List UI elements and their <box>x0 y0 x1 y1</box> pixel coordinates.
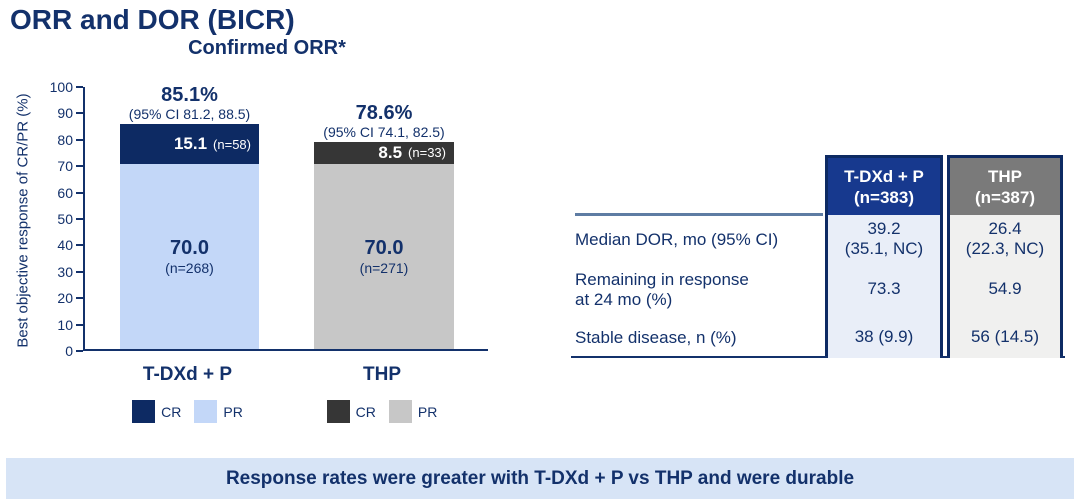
plot-area: 85.1% (95% CI 81.2, 88.5) 15.1 (n=58) 70.0 (n… <box>83 84 488 351</box>
legend-label: CR <box>161 403 182 420</box>
y-tick-30: 30 <box>38 263 83 281</box>
y-tick-mark <box>76 244 83 247</box>
legend-entry-cr: CR <box>132 400 181 423</box>
page-title: ORR and DOR (BICR) <box>10 4 295 35</box>
y-tick-label: 0 <box>65 343 73 359</box>
segment-cr: 15.1 (n=58) <box>120 124 259 165</box>
y-tick-90: 90 <box>38 104 83 122</box>
y-tick-label: 40 <box>57 237 73 254</box>
legend-swatch-pr <box>194 400 218 423</box>
y-tick-100: 100 <box>38 78 83 96</box>
table-label-column: Median DOR, mo (95% CI) Remaining in resp… <box>575 213 823 359</box>
y-axis-label: Best objective response of CR/PR (%) <box>14 93 32 348</box>
dor-table: Median DOR, mo (95% CI) Remaining in resp… <box>571 155 1065 359</box>
y-axis: 0 10 20 30 40 50 60 70 80 90 100 <box>38 79 83 359</box>
legend-entry-cr: CR <box>326 400 376 423</box>
y-tick-20: 20 <box>38 289 83 307</box>
table-cell: 39.2 (35.1, NC) <box>828 215 940 263</box>
y-tick-mark <box>76 165 83 168</box>
legend-group-t-dxd-p: CR PR <box>108 400 267 423</box>
legend-swatch-cr <box>132 400 156 423</box>
segment-value: 15.1 <box>173 134 208 154</box>
y-tick-80: 80 <box>38 131 83 149</box>
y-tick-70: 70 <box>38 157 83 175</box>
orr-percentage: 85.1% <box>161 84 218 107</box>
orr-confidence-interval: (95% CI 81.2, 88.5) <box>128 106 251 123</box>
table-cell: 54.9 <box>950 263 1060 315</box>
table-bottom-rule <box>571 356 1065 358</box>
legend-entry-pr: PR <box>388 400 438 423</box>
category-label-thp: THP <box>363 364 401 385</box>
table-cell: 56 (14.5) <box>950 315 1060 358</box>
y-tick-label: 10 <box>57 316 73 333</box>
y-tick-50: 50 <box>38 210 83 228</box>
y-tick-mark <box>76 218 83 220</box>
table-column-0: T-DXd + P (n=383) 39.2 (35.1, NC) 73.3 38 (… <box>825 155 943 358</box>
y-tick-label: 100 <box>49 79 73 95</box>
y-tick-mark <box>76 350 83 352</box>
y-tick-mark <box>76 297 83 300</box>
y-tick-0: 0 <box>38 342 83 360</box>
bar-t-dxd-p: 85.1% (95% CI 81.2, 88.5) 15.1 (n=58) 70.0 (n… <box>120 84 259 349</box>
y-tick-label: 50 <box>57 211 73 227</box>
legend-label: PR <box>223 403 243 420</box>
table-row-label: Median DOR, mo (95% CI) <box>575 230 779 249</box>
segment-pr: 70.0 (n=268) <box>120 164 259 349</box>
y-tick-label: 20 <box>57 290 73 307</box>
legend-swatch-pr <box>388 400 412 423</box>
segment-n: (n=58) <box>213 136 251 152</box>
takeaway-banner: Response rates were greater with T-DXd +… <box>6 458 1074 499</box>
legend-label: PR <box>417 403 438 420</box>
table-row-label: Stable disease, n (%) <box>575 327 737 347</box>
segment-n: (n=271) <box>359 259 409 276</box>
category-label-t-dxd-p: T-DXd + P <box>142 364 233 385</box>
table-cell: 26.4 (22.3, NC) <box>950 215 1060 263</box>
legend-entry-pr: PR <box>194 400 243 423</box>
y-tick-label: 70 <box>57 158 73 175</box>
y-tick-40: 40 <box>38 236 83 254</box>
table-cell: 38 (9.9) <box>828 315 940 358</box>
y-tick-label: 80 <box>57 131 73 148</box>
y-tick-label: 30 <box>57 263 73 280</box>
legend-label: CR <box>355 403 376 420</box>
y-tick-mark <box>76 323 83 326</box>
y-tick-mark <box>76 270 83 273</box>
takeaway-text: Response rates were greater with T-DXd +… <box>225 467 855 489</box>
y-tick-label: 90 <box>57 105 73 122</box>
segment-n: (n=268) <box>165 259 214 276</box>
segment-cr: 8.5 (n=33) <box>314 141 454 165</box>
table-column-header: T-DXd + P (n=383) <box>828 158 940 215</box>
table-row-label: Remaining in response at 24 mo (%) <box>575 270 749 309</box>
segment-value: 70.0 <box>170 236 209 259</box>
legend-swatch-cr <box>326 400 350 423</box>
segment-value: 70.0 <box>364 236 404 259</box>
bar-total-label: 85.1% (95% CI 81.2, 88.5) <box>70 84 310 124</box>
y-tick-mark <box>76 191 83 194</box>
y-tick-label: 60 <box>57 184 73 201</box>
legend-group-thp: CR PR <box>302 400 462 423</box>
segment-n: (n=33) <box>408 145 446 161</box>
y-tick-mark <box>76 138 83 141</box>
chart-title: Confirmed ORR* <box>188 37 346 59</box>
table-column-1: THP (n=387) 26.4 (22.3, NC) 54.9 56 (14.5) <box>947 155 1063 358</box>
orr-confidence-interval: (95% CI 74.1, 82.5) <box>323 123 445 140</box>
table-cell: 73.3 <box>828 263 940 315</box>
y-tick-mark <box>76 112 83 115</box>
y-tick-mark <box>76 86 83 88</box>
bar-total-label: 78.6% (95% CI 74.1, 82.5) <box>264 102 504 142</box>
y-tick-60: 60 <box>38 184 83 202</box>
orr-percentage: 78.6% <box>355 101 413 124</box>
bar-thp: 78.6% (95% CI 74.1, 82.5) 8.5 (n=33) 70.0 (n=… <box>314 102 454 349</box>
table-column-header: THP (n=387) <box>950 158 1060 215</box>
y-tick-10: 10 <box>38 316 83 334</box>
segment-pr: 70.0 (n=271) <box>314 164 454 349</box>
segment-value: 8.5 <box>378 142 403 162</box>
